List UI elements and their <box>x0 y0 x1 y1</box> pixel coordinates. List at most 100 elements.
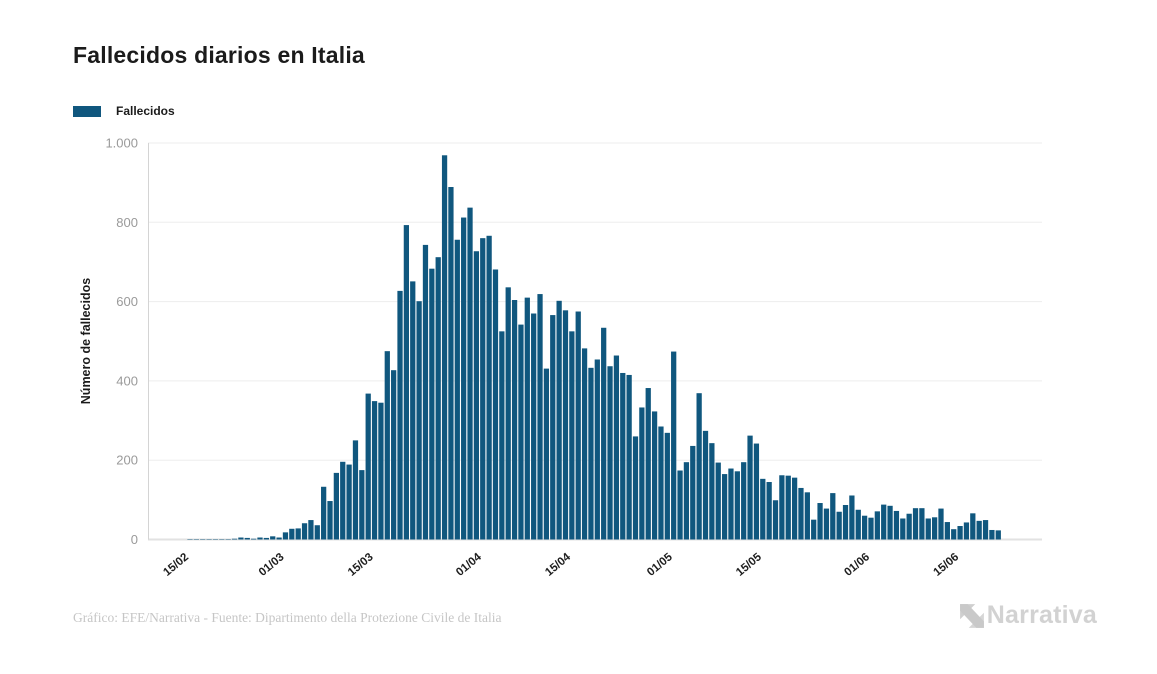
bar-11/05[interactable] <box>728 468 734 540</box>
bar-23/03[interactable] <box>416 301 422 540</box>
bar-19/06[interactable] <box>976 520 982 540</box>
bar-13/05[interactable] <box>741 462 747 540</box>
bar-19/03[interactable] <box>391 370 397 540</box>
bar-09/04[interactable] <box>524 297 530 540</box>
bar-26/04[interactable] <box>632 436 639 540</box>
bar-11/04[interactable] <box>537 294 543 540</box>
bar-07/04[interactable] <box>511 300 518 540</box>
bar-17/03[interactable] <box>378 402 384 540</box>
bar-20/06[interactable] <box>982 520 989 540</box>
bar-20/03[interactable] <box>397 290 403 540</box>
bar-16/06[interactable] <box>957 526 963 540</box>
bar-08/06[interactable] <box>906 513 912 540</box>
bar-14/05[interactable] <box>747 435 753 540</box>
bar-25/03[interactable] <box>429 268 435 540</box>
bar-15/03[interactable] <box>365 393 371 540</box>
bar-27/04[interactable] <box>639 407 645 540</box>
bar-16/05[interactable] <box>760 478 766 540</box>
bar-14/04[interactable] <box>556 300 562 540</box>
bar-23/05[interactable] <box>804 492 810 540</box>
bar-07/06[interactable] <box>900 518 906 540</box>
bar-27/05[interactable] <box>830 493 836 540</box>
bar-02/05[interactable] <box>671 351 677 540</box>
bar-05/06[interactable] <box>887 505 893 540</box>
bar-27/02[interactable] <box>257 537 263 540</box>
bar-17/04[interactable] <box>575 311 581 540</box>
bar-30/04[interactable] <box>658 426 664 540</box>
bar-21/04[interactable] <box>601 327 607 540</box>
bar-03/05[interactable] <box>677 470 683 540</box>
bar-12/03[interactable] <box>346 464 352 540</box>
bar-06/04[interactable] <box>505 287 511 540</box>
bar-06/06[interactable] <box>893 510 900 540</box>
bar-25/05[interactable] <box>817 503 823 540</box>
bar-07/03[interactable] <box>314 525 320 540</box>
bar-02/03[interactable] <box>282 532 289 540</box>
bar-10/04[interactable] <box>531 313 537 540</box>
bar-04/06[interactable] <box>881 504 887 540</box>
bar-22/04[interactable] <box>607 366 613 540</box>
bar-29/03[interactable] <box>454 239 460 540</box>
bar-01/04[interactable] <box>473 251 480 540</box>
bar-22/03[interactable] <box>410 281 416 540</box>
bar-22/06[interactable] <box>995 530 1001 540</box>
bar-10/03[interactable] <box>333 472 339 540</box>
bar-31/05[interactable] <box>855 509 861 540</box>
bar-27/03[interactable] <box>441 155 448 540</box>
bar-04/05[interactable] <box>683 462 690 540</box>
bar-09/06[interactable] <box>912 508 919 540</box>
bar-01/06[interactable] <box>861 515 868 540</box>
bar-21/03[interactable] <box>403 225 410 540</box>
bar-15/06[interactable] <box>951 529 957 540</box>
bar-11/03[interactable] <box>340 461 346 540</box>
bar-09/05[interactable] <box>715 462 721 540</box>
bar-19/04[interactable] <box>588 367 594 540</box>
bar-05/05[interactable] <box>690 445 696 540</box>
bar-10/06[interactable] <box>919 508 925 540</box>
bar-23/02[interactable] <box>231 538 238 540</box>
bar-29/04[interactable] <box>651 411 658 540</box>
bar-28/03[interactable] <box>448 187 454 540</box>
bar-26/02[interactable] <box>251 538 257 540</box>
legend-item-fallecidos[interactable]: Fallecidos <box>73 104 175 118</box>
bar-12/05[interactable] <box>734 471 740 540</box>
bar-08/04[interactable] <box>518 324 524 540</box>
bar-30/05[interactable] <box>849 495 855 540</box>
bar-08/05[interactable] <box>709 443 715 540</box>
bar-06/05[interactable] <box>696 393 702 540</box>
bar-12/06[interactable] <box>931 517 938 540</box>
bar-05/04[interactable] <box>499 331 505 540</box>
bar-20/04[interactable] <box>594 359 600 540</box>
bar-15/05[interactable] <box>753 443 760 540</box>
bar-04/03[interactable] <box>295 528 301 540</box>
bar-04/04[interactable] <box>492 269 499 540</box>
bar-10/05[interactable] <box>721 474 728 540</box>
bar-24/02[interactable] <box>238 537 244 540</box>
bar-18/06[interactable] <box>970 513 976 540</box>
bar-25/02[interactable] <box>244 537 250 540</box>
bar-24/05[interactable] <box>811 519 817 540</box>
bar-17/06[interactable] <box>963 522 970 540</box>
bar-17/05[interactable] <box>766 482 772 540</box>
bar-03/04[interactable] <box>486 235 492 540</box>
bar-25/04[interactable] <box>626 374 632 540</box>
bar-13/03[interactable] <box>352 440 359 540</box>
bar-18/03[interactable] <box>384 351 390 540</box>
bar-19/05[interactable] <box>779 475 785 540</box>
bar-03/03[interactable] <box>289 528 295 540</box>
bar-29/02[interactable] <box>270 536 276 540</box>
bar-03/06[interactable] <box>874 511 880 540</box>
bar-12/04[interactable] <box>543 368 550 540</box>
bar-08/03[interactable] <box>321 486 327 540</box>
bar-16/03[interactable] <box>371 401 378 540</box>
bar-14/03[interactable] <box>359 470 365 540</box>
bar-13/06[interactable] <box>938 508 944 540</box>
bar-01/03[interactable] <box>276 537 282 540</box>
bar-21/05[interactable] <box>791 477 798 540</box>
bar-20/05[interactable] <box>785 475 791 540</box>
bar-02/04[interactable] <box>480 238 486 540</box>
bar-31/03[interactable] <box>467 207 473 540</box>
bar-11/06[interactable] <box>925 518 931 540</box>
bar-09/03[interactable] <box>327 501 333 540</box>
bar-21/06[interactable] <box>989 529 995 540</box>
